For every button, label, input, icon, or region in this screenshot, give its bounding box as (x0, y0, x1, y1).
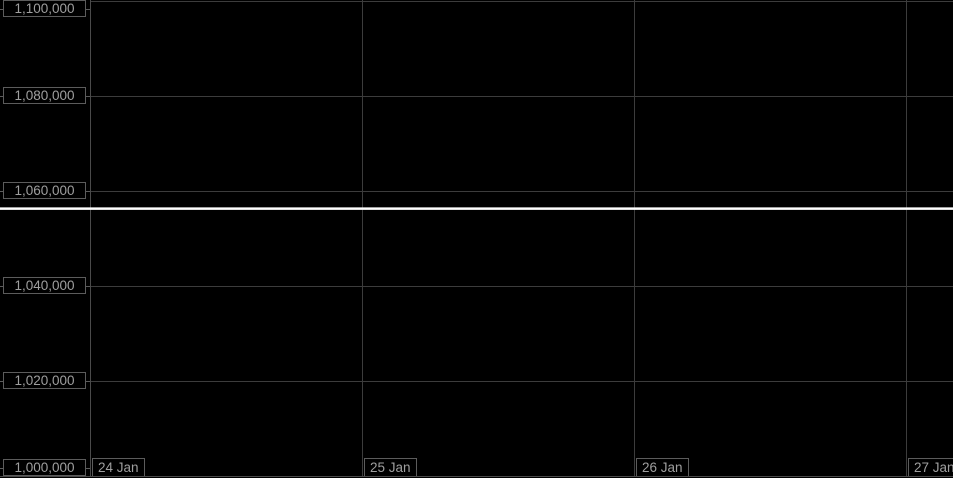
y-axis-label: 1,100,000 (3, 0, 86, 17)
x-axis-label: 26 Jan (636, 458, 689, 477)
y-axis-tick-outer (0, 9, 3, 10)
y-axis-tick-inner (86, 96, 90, 97)
gridline-horizontal (90, 191, 953, 192)
gridline-horizontal (90, 1, 953, 2)
y-axis-label: 1,080,000 (3, 87, 86, 104)
y-axis-tick-outer (0, 286, 3, 287)
y-axis-tick-inner (86, 9, 90, 10)
gridline-horizontal (90, 286, 953, 287)
y-axis-tick-outer (0, 191, 3, 192)
y-axis-line (90, 0, 91, 477)
y-axis-tick-outer (0, 381, 3, 382)
gridline-vertical (634, 0, 635, 476)
gridline-vertical (362, 0, 363, 476)
y-axis-label: 1,020,000 (3, 372, 86, 389)
y-axis-label: 1,000,000 (3, 459, 86, 476)
gridline-horizontal (90, 381, 953, 382)
gridline-vertical (906, 0, 907, 476)
y-axis-label: 1,060,000 (3, 182, 86, 199)
y-axis-label: 1,040,000 (3, 277, 86, 294)
x-axis-label: 27 Jan (908, 458, 953, 477)
x-axis-label: 25 Jan (364, 458, 417, 477)
y-axis-tick-inner (86, 286, 90, 287)
y-axis-tick-inner (86, 468, 90, 469)
y-axis-tick-outer (0, 96, 3, 97)
gridline-horizontal (90, 96, 953, 97)
x-axis-label: 24 Jan (92, 458, 145, 477)
y-axis-tick-inner (86, 381, 90, 382)
x-axis-line (0, 476, 953, 477)
y-axis-tick-outer (0, 468, 3, 469)
y-axis-tick-inner (86, 191, 90, 192)
